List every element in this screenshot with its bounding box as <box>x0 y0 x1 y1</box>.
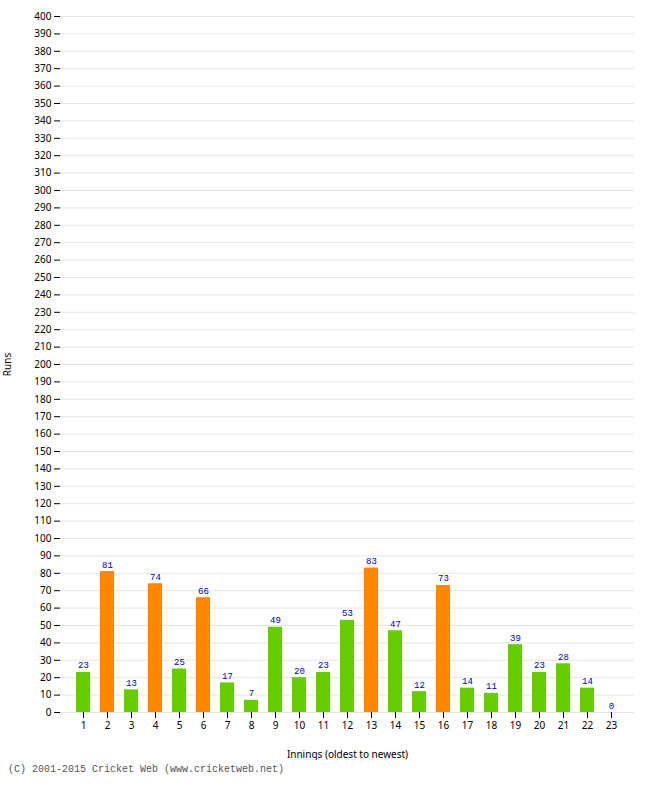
svg-text:21: 21 <box>558 718 569 732</box>
svg-text:270: 270 <box>34 235 51 249</box>
svg-text:12: 12 <box>342 718 354 732</box>
svg-text:310: 310 <box>34 165 51 179</box>
svg-text:25: 25 <box>174 658 185 668</box>
svg-text:220: 220 <box>34 322 51 336</box>
svg-text:180: 180 <box>34 392 51 406</box>
svg-text:73: 73 <box>438 574 449 584</box>
svg-text:23: 23 <box>606 718 618 732</box>
svg-text:23: 23 <box>534 661 545 671</box>
svg-text:30: 30 <box>40 653 52 667</box>
svg-text:300: 300 <box>34 183 51 197</box>
svg-text:15: 15 <box>414 718 426 732</box>
svg-text:230: 230 <box>34 305 51 319</box>
svg-text:10: 10 <box>40 687 52 701</box>
svg-text:290: 290 <box>34 200 51 214</box>
svg-text:1: 1 <box>81 718 87 732</box>
svg-text:23: 23 <box>318 661 329 671</box>
svg-text:350: 350 <box>34 96 51 110</box>
svg-text:150: 150 <box>34 444 51 458</box>
svg-text:17: 17 <box>462 718 474 732</box>
svg-text:2: 2 <box>105 718 111 732</box>
svg-text:50: 50 <box>40 618 52 632</box>
svg-text:260: 260 <box>34 252 51 266</box>
svg-text:14: 14 <box>390 718 402 732</box>
svg-text:74: 74 <box>150 573 161 583</box>
svg-text:7: 7 <box>225 718 231 732</box>
svg-text:100: 100 <box>34 531 51 545</box>
svg-text:16: 16 <box>438 718 450 732</box>
svg-text:66: 66 <box>198 587 209 597</box>
svg-text:110: 110 <box>34 513 51 527</box>
svg-text:39: 39 <box>510 634 521 644</box>
svg-text:380: 380 <box>34 44 51 58</box>
svg-text:28: 28 <box>558 653 569 663</box>
svg-text:0: 0 <box>46 705 52 719</box>
svg-text:0: 0 <box>609 702 614 712</box>
svg-text:20: 20 <box>294 667 305 677</box>
svg-text:360: 360 <box>34 78 51 92</box>
html-text:(C) 2001-2015 Cricket Web (www: (C) 2001-2015 Cricket Web (www.cricketwe… <box>8 764 284 775</box>
svg-text:18: 18 <box>486 718 498 732</box>
svg-text:210: 210 <box>34 339 51 353</box>
svg-text:11: 11 <box>486 682 497 692</box>
svg-text:49: 49 <box>270 616 281 626</box>
svg-text:47: 47 <box>390 620 401 630</box>
svg-text:140: 140 <box>34 461 51 475</box>
svg-text:7: 7 <box>249 689 254 699</box>
svg-text:280: 280 <box>34 218 51 232</box>
svg-text:20: 20 <box>40 670 52 684</box>
svg-text:13: 13 <box>126 679 137 689</box>
svg-text:53: 53 <box>342 609 353 619</box>
svg-text:90: 90 <box>40 548 52 562</box>
svg-text:240: 240 <box>34 287 51 301</box>
svg-text:170: 170 <box>34 409 51 423</box>
svg-text:14: 14 <box>462 677 473 687</box>
svg-text:190: 190 <box>34 374 51 388</box>
svg-text:13: 13 <box>366 718 378 732</box>
svg-text:12: 12 <box>414 681 425 691</box>
svg-text:8: 8 <box>249 718 255 732</box>
svg-text:81: 81 <box>102 561 113 571</box>
svg-text:340: 340 <box>34 113 51 127</box>
svg-text:200: 200 <box>34 357 51 371</box>
svg-text:10: 10 <box>294 718 306 732</box>
svg-text:19: 19 <box>510 718 522 732</box>
svg-text:70: 70 <box>40 583 52 597</box>
svg-text:80: 80 <box>40 566 52 580</box>
svg-text:4: 4 <box>153 718 159 732</box>
svg-text:23: 23 <box>78 661 89 671</box>
svg-text:83: 83 <box>366 557 377 567</box>
svg-text:370: 370 <box>34 61 51 75</box>
svg-text:Innings (oldest to newest): Innings (oldest to newest) <box>287 747 408 761</box>
svg-text:20: 20 <box>534 718 546 732</box>
svg-text:60: 60 <box>40 600 52 614</box>
svg-text:11: 11 <box>318 718 329 732</box>
svg-text:22: 22 <box>582 718 594 732</box>
svg-text:5: 5 <box>177 718 183 732</box>
svg-text:3: 3 <box>129 718 135 732</box>
svg-text:6: 6 <box>201 718 207 732</box>
svg-text:14: 14 <box>582 677 593 687</box>
svg-text:17: 17 <box>222 672 233 682</box>
svg-text:9: 9 <box>273 718 279 732</box>
svg-text:40: 40 <box>40 635 52 649</box>
svg-text:Runs: Runs <box>0 353 14 377</box>
svg-text:120: 120 <box>34 496 51 510</box>
svg-text:250: 250 <box>34 270 51 284</box>
svg-text:400: 400 <box>34 9 51 23</box>
svg-text:130: 130 <box>34 479 51 493</box>
svg-text:160: 160 <box>34 426 51 440</box>
svg-text:390: 390 <box>34 26 51 40</box>
svg-text:330: 330 <box>34 131 51 145</box>
svg-text:320: 320 <box>34 148 51 162</box>
